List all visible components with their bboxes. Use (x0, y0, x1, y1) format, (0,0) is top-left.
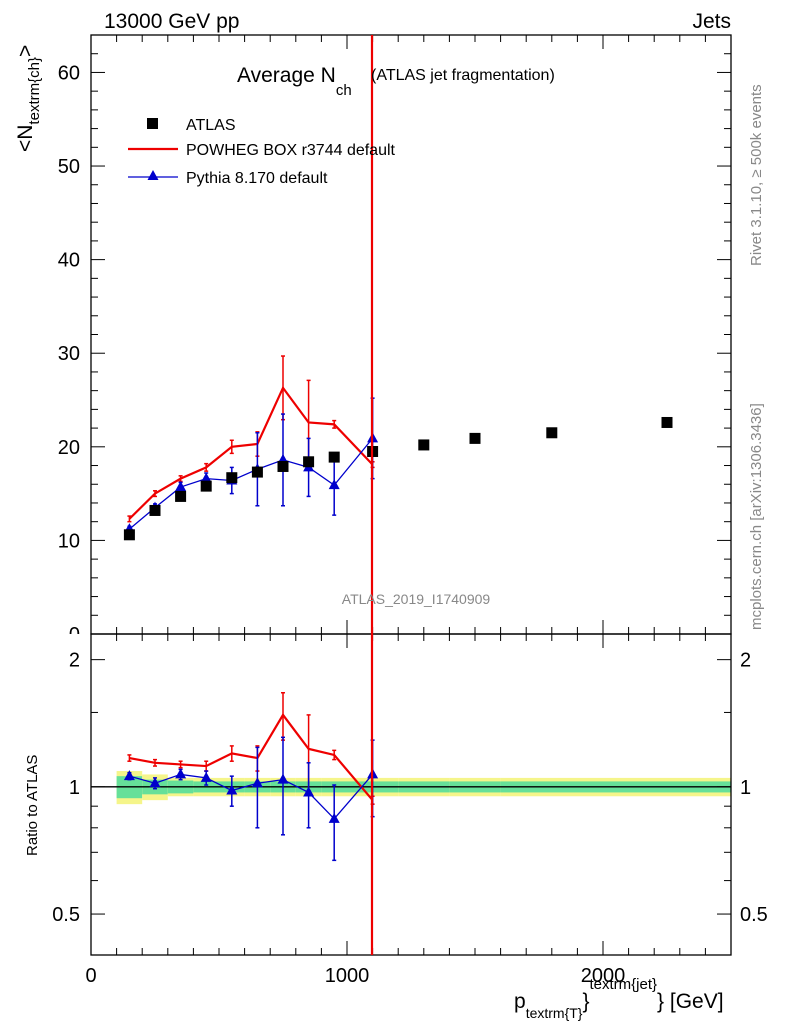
header-right: Jets (692, 10, 731, 33)
y-tick-label: 40 (58, 250, 80, 272)
pythia-point (200, 472, 212, 483)
ratio-y-tick-label-left: 0.5 (52, 904, 80, 926)
y-axis-label-open: <N (14, 125, 37, 152)
atlas-point (277, 460, 289, 472)
y-axis-label-sub: textrm{ch} (26, 57, 43, 125)
pythia-ratio-point (123, 770, 135, 781)
powheg-ratio-line (129, 712, 374, 801)
analysis-watermark: ATLAS_2019_I1740909 (342, 591, 491, 607)
atlas-point (546, 427, 558, 439)
x-axis-label-p: p (514, 990, 526, 1013)
y-tick-label: 10 (58, 530, 80, 552)
atlas-point (123, 529, 135, 541)
pythia-point (175, 481, 187, 492)
ratio-y-tick-label-right: 0.5 (740, 904, 768, 926)
legend: ATLAS POWHEG BOX r3744 default Pythia 8.… (128, 117, 396, 187)
x-axis-label: ptextrm{T}}textrm{jet}} [GeV] (514, 976, 724, 1021)
y-axis-label-close: > (14, 45, 37, 57)
ratio-y-tick-label-right: 2 (740, 650, 751, 672)
plot-title-suffix: (ATLAS jet fragmentation) (371, 67, 555, 84)
powheg-line (128, 385, 374, 520)
x-tick-label: 1000 (325, 965, 370, 987)
y-tick-label: 30 (58, 343, 80, 365)
atlas-point (149, 504, 161, 516)
pythia-point (328, 479, 340, 490)
y-axis-label-ratio: Ratio to ATLAS (24, 755, 41, 856)
pythia-ratio-point (328, 812, 340, 823)
y-tick-label: 0 (69, 624, 80, 646)
atlas-point (175, 490, 187, 502)
x-axis-label-sub: textrm{T} (526, 1005, 583, 1021)
x-tick-label: 0 (85, 965, 96, 987)
pythia-ratio-point (175, 768, 187, 779)
legend-pythia-label: Pythia 8.170 default (186, 170, 328, 187)
x-axis-label-sup: textrm{jet} (590, 976, 658, 993)
pythia-ratio-point (277, 773, 289, 784)
legend-atlas-marker (147, 118, 158, 129)
x-axis-label-brace: } (582, 990, 589, 1013)
ratio-y-tick-label-left: 1 (69, 777, 80, 799)
atlas-point (328, 451, 340, 463)
main-panel: 10 20 30 40 50 60 0 (58, 34, 732, 646)
pythia-line (128, 437, 374, 530)
y-tick-label: 50 (58, 156, 80, 178)
y-tick-label: 20 (58, 437, 80, 459)
ratio-y-tick-label-left: 2 (69, 650, 80, 672)
pythia-ratio-point (303, 786, 315, 797)
mcplots-label: mcplots.cern.ch [arXiv:1306.3436] (748, 403, 765, 630)
pythia-ratio-point (200, 771, 212, 782)
plot-title: Average Nch (237, 64, 352, 99)
rivet-label: Rivet 3.1.10, ≥ 500k events (748, 84, 765, 266)
legend-powheg-label: POWHEG BOX r3744 default (186, 142, 396, 159)
x-axis-label-tail: } [GeV] (657, 990, 724, 1013)
y-axis-label-main: <Ntextrm{ch}> (14, 45, 43, 152)
atlas-point (469, 432, 481, 444)
plot-title-sub: ch (336, 82, 352, 99)
legend-pythia-marker (147, 170, 159, 180)
legend-atlas-label: ATLAS (186, 117, 236, 134)
pythia-ratio-point (251, 777, 263, 788)
atlas-point (226, 472, 238, 484)
pythia-ratio-point (149, 777, 161, 788)
header-left: 13000 GeV pp (104, 10, 239, 33)
y-tick-label: 60 (58, 62, 80, 84)
atlas-point (200, 480, 212, 492)
ratio-y-tick-label-right: 1 (740, 777, 751, 799)
atlas-point (418, 439, 430, 451)
plot-title-main: Average N (237, 64, 336, 87)
pythia-ratio-line (129, 773, 374, 820)
ratio-frame (90, 633, 732, 956)
pythia-ratio-point (226, 784, 238, 795)
atlas-point (251, 466, 263, 478)
ratio-panel: 0.5 0.5 1 1 2 2 0 1000 2000 (52, 633, 768, 987)
atlas-point (303, 456, 315, 468)
x-tick-label: 2000 (581, 965, 626, 987)
atlas-point (661, 416, 673, 428)
